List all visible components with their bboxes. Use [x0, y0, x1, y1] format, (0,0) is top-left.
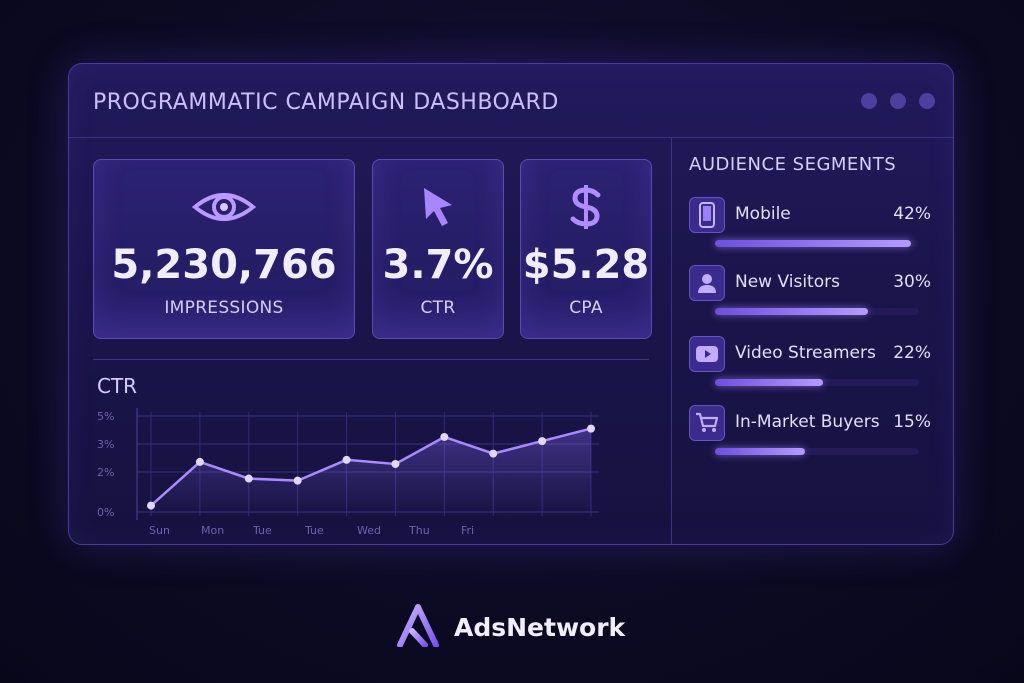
segment-percent: 42% — [893, 204, 931, 224]
dashboard-title: PROGRAMMATIC CAMPAIGN DASHBOARD — [93, 90, 559, 115]
ctr-data-point — [440, 432, 449, 441]
segment-bar-track — [715, 448, 919, 455]
segment-bar-track — [715, 308, 919, 315]
ctr-data-point — [342, 455, 351, 464]
kpi-card-impressions: 5,230,766 IMPRESSIONS — [93, 159, 355, 339]
cpa-label: CPA — [569, 298, 603, 318]
cpa-value: $5.28 — [522, 242, 650, 288]
adsnetwork-logo-icon — [396, 603, 446, 651]
segment-percent: 22% — [893, 343, 931, 363]
segment-name: Mobile — [735, 204, 791, 224]
ctr-data-point — [244, 474, 253, 483]
ctr-data-point — [293, 476, 302, 485]
ctr-data-point — [587, 424, 595, 433]
ctr-data-point — [538, 437, 547, 446]
y-tick-label: 0% — [97, 506, 114, 519]
window-controls — [861, 93, 935, 109]
x-tick-label: Thu — [408, 524, 430, 537]
ctr-chart-title: CTR — [97, 374, 138, 398]
x-tick-label: Fri — [461, 524, 474, 537]
segment-bar-track — [715, 240, 919, 247]
segment-bar-fill — [715, 379, 824, 386]
ctr-value: 3.7% — [382, 242, 494, 288]
segment-percent: 30% — [893, 272, 931, 292]
brand-name: AdsNetwork — [454, 612, 626, 642]
cursor-icon — [418, 182, 458, 232]
ctr-line-chart: 5% 3% 2% 0% Sun Mon Tue Tue Wed Thu Fri — [97, 408, 599, 537]
segment-name: Video Streamers — [735, 343, 876, 363]
eye-icon — [192, 182, 256, 232]
segment-bar-fill — [715, 308, 868, 315]
kpi-divider — [93, 359, 649, 360]
ctr-data-point — [391, 460, 400, 468]
ctr-series-line — [150, 427, 592, 507]
brand-logo: AdsNetwork — [396, 603, 625, 651]
audience-segments-title: AUDIENCE SEGMENTS — [689, 154, 897, 175]
segment-video-streamers: Video Streamers 22% — [689, 336, 933, 396]
segment-name: In-Market Buyers — [735, 412, 880, 432]
y-tick-label: 3% — [97, 438, 114, 451]
segment-bar-track — [715, 379, 919, 386]
kpi-card-cpa: $5.28 CPA — [520, 159, 652, 339]
segment-in-market-buyers: In-Market Buyers 15% — [689, 405, 933, 465]
window-dot-2[interactable] — [890, 93, 906, 109]
dashboard-window: PROGRAMMATIC CAMPAIGN DASHBOARD 5,230,76… — [68, 63, 954, 545]
kpi-card-ctr: 3.7% CTR — [372, 159, 504, 339]
segment-new-visitors: New Visitors 30% — [689, 265, 933, 325]
impressions-value: 5,230,766 — [111, 242, 337, 288]
window-dot-3[interactable] — [919, 93, 935, 109]
ctr-data-point — [147, 501, 155, 510]
window-dot-1[interactable] — [861, 93, 877, 109]
ctr-data-point — [489, 449, 498, 458]
x-tick-label: Tue — [252, 524, 272, 537]
x-tick-label: Tue — [304, 524, 324, 537]
ctr-data-point — [195, 457, 204, 466]
segment-name: New Visitors — [735, 272, 840, 292]
impressions-label: IMPRESSIONS — [164, 298, 284, 318]
segment-percent: 15% — [893, 412, 931, 432]
segment-bar-fill — [715, 240, 911, 247]
segment-mobile: Mobile 42% — [689, 197, 933, 257]
dollar-icon — [569, 182, 603, 232]
title-divider — [69, 137, 953, 138]
ctr-label: CTR — [420, 298, 456, 318]
smartphone-icon — [689, 197, 725, 233]
segment-bar-fill — [715, 448, 805, 455]
shopping-cart-icon — [689, 405, 725, 441]
play-video-icon — [689, 336, 725, 372]
ctr-area — [151, 428, 591, 516]
y-tick-label: 2% — [97, 466, 114, 479]
x-tick-label: Wed — [357, 524, 381, 537]
y-tick-label: 5% — [97, 410, 114, 423]
x-tick-label: Mon — [201, 524, 224, 537]
x-tick-label: Sun — [149, 524, 170, 537]
column-divider — [671, 137, 672, 544]
user-icon — [689, 265, 725, 301]
